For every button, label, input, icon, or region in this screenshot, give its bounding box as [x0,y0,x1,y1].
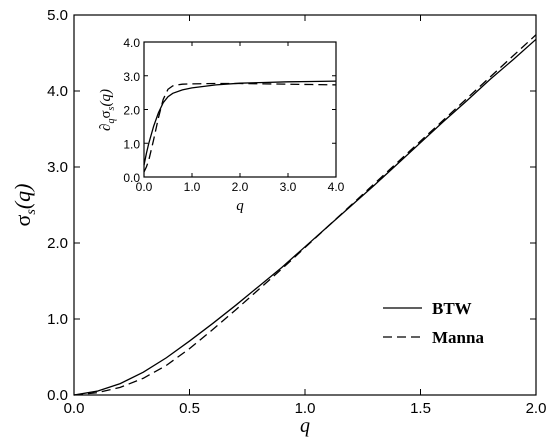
main-y-tick-label: 2.0 [47,235,68,252]
main-y-tick-label: 3.0 [47,159,68,176]
main-curves [73,34,537,396]
main-y-title-sub: s [24,209,39,215]
main-series-manna [73,34,537,396]
inset-y-tick-label: 0.0 [123,171,140,185]
main-y-tick-label: 1.0 [47,311,68,328]
inset-y-title-sub: s [106,106,117,110]
main-x-tick-label: 2.0 [526,400,547,417]
inset-y-title-partial: ∂ [98,124,114,131]
inset-y-axis-title: ∂qσs(q) [98,89,117,131]
inset-series-btw [143,80,337,166]
inset-y-tick-label: 2.0 [123,104,140,118]
inset-y-tick-label: 1.0 [123,137,140,151]
legend: BTW Manna [383,299,484,347]
inset-y-tick-label: 4.0 [123,36,140,50]
main-x-axis-title: q [300,415,310,437]
main-x-tick-label: 0.0 [64,400,85,417]
main-x-tick-label: 1.0 [295,400,316,417]
inset-y-title-arg: (q) [98,89,114,107]
inset-x-tick-label: 4.0 [328,180,345,194]
inset-y-title-sigma: σ [98,110,114,118]
main-y-title-arg: (q) [10,184,35,210]
inset-x-axis-title: q [236,198,244,214]
svg-text:σs(q): σs(q) [10,184,39,227]
inset-y-tick-label: 3.0 [123,70,140,84]
main-x-tick-label: 1.5 [410,400,431,417]
inset-x-tick-label: 3.0 [280,180,297,194]
svg-text:∂qσs(q): ∂qσs(q) [98,89,117,131]
inset-x-tick-label: 1.0 [184,180,201,194]
main-y-title-sigma: σ [10,214,35,226]
main-x-tick-label: 0.5 [179,400,200,417]
inset-x-tick-label: 2.0 [232,180,249,194]
main-y-tick-label: 4.0 [47,83,68,100]
inset-ticks: 0.0 1.0 2.0 3.0 4.0 0.0 1.0 2.0 3.0 4.0 [123,36,344,194]
main-y-tick-label: 5.0 [47,7,68,24]
main-y-tick-label: 0.0 [47,387,68,404]
inset-curves [143,80,337,173]
legend-label-btw: BTW [432,299,472,318]
main-ticks: 0.0 0.5 1.0 1.5 2.0 0.0 1.0 2.0 3.0 4.0 5.0 [47,7,546,417]
main-y-axis-title: σs(q) [10,184,39,227]
inset-y-title-partial-sub: q [106,119,117,124]
legend-label-manna: Manna [432,328,484,347]
inset-background [141,40,338,178]
inset-x-tick-label: 0.0 [136,180,153,194]
